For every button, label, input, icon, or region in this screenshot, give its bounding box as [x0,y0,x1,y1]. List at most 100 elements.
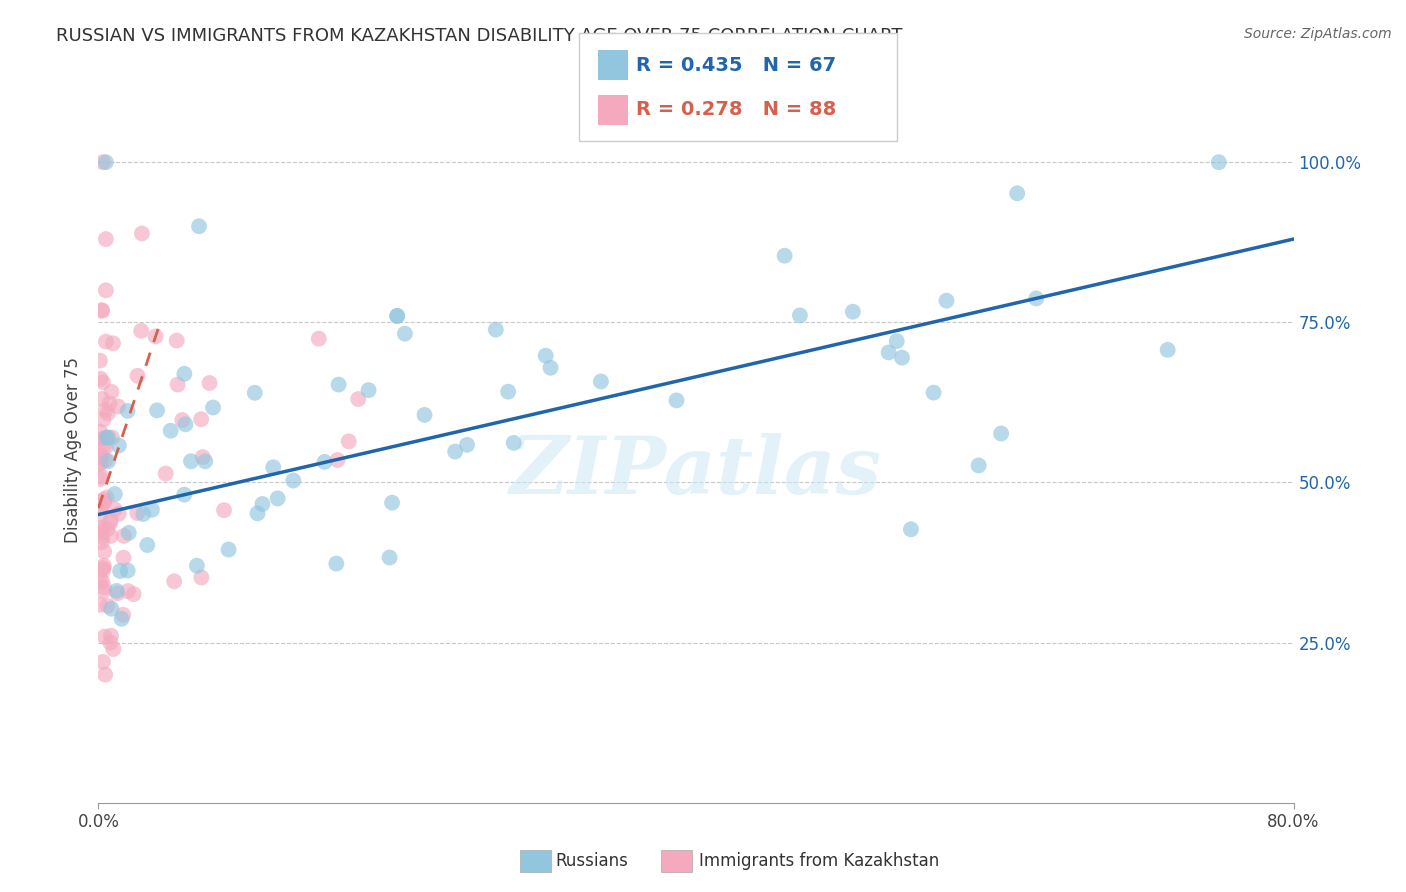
Point [990,426,1012,441]
Point [90,450,112,465]
Point [198,376,221,390]
Point [90,535,112,549]
Point [112,529,135,543]
Point [357,383,380,397]
Point [252,497,274,511]
Point [117,404,139,418]
Point [202,401,225,415]
Point [104,487,127,501]
Point [112,550,135,565]
Point [90,469,112,483]
Point [842,304,865,318]
Point [262,460,284,475]
Point [89,456,111,470]
Point [107,586,129,600]
Point [266,491,288,506]
Text: R = 0.278   N = 88: R = 0.278 N = 88 [636,100,835,120]
Point [900,522,922,536]
Point [328,377,350,392]
Point [93,544,115,558]
Point [194,454,217,468]
Text: Immigrants from Kazakhstan: Immigrants from Kazakhstan [699,852,939,870]
Text: R = 0.435   N = 67: R = 0.435 N = 67 [636,55,835,75]
Point [172,413,194,427]
Point [90,494,112,508]
Point [186,558,208,573]
Point [98,635,122,649]
Point [91,303,114,318]
Point [93,630,115,644]
Point [96,491,118,505]
Point [94,283,117,297]
Point [385,309,409,323]
Point [1156,343,1178,357]
Point [180,454,202,468]
Point [314,455,336,469]
Point [89,457,111,471]
Point [326,453,349,467]
Point [110,612,132,626]
Point [136,538,159,552]
Point [218,542,240,557]
Point [190,570,212,584]
Point [93,492,115,507]
Point [129,324,152,338]
Point [127,368,149,383]
Point [935,293,957,308]
Text: Source: ZipAtlas.com: Source: ZipAtlas.com [1244,27,1392,41]
Point [444,444,467,458]
Point [212,503,235,517]
Point [891,351,914,365]
Point [89,425,111,439]
Point [91,155,114,169]
Point [93,583,115,598]
Point [94,403,117,417]
Point [146,403,169,417]
Point [122,587,145,601]
Point [93,496,115,510]
Point [89,372,111,386]
Point [107,400,129,414]
Point [100,384,122,399]
Point [877,345,900,359]
Point [104,502,127,516]
Point [93,412,115,426]
Point [485,323,508,337]
Point [378,550,401,565]
Point [94,441,117,455]
Point [91,655,114,669]
Point [97,522,120,536]
Point [347,392,370,406]
Point [91,520,114,534]
Point [98,516,121,530]
Point [188,219,211,234]
Point [89,598,111,612]
Point [93,561,115,575]
Point [89,353,111,368]
Point [132,507,155,521]
Point [166,377,188,392]
Point [91,375,114,389]
Point [100,601,122,615]
Point [94,431,117,445]
Point [127,506,149,520]
Point [97,454,120,468]
Point [90,432,112,446]
Point [174,417,197,432]
Point [534,349,557,363]
Point [589,375,612,389]
Point [91,392,114,406]
Point [94,667,117,681]
Point [337,434,360,449]
Point [540,360,562,375]
Point [922,385,945,400]
Point [91,441,114,455]
Point [246,507,269,521]
Point [456,438,478,452]
Point [93,581,115,595]
Text: Russians: Russians [555,852,628,870]
Point [94,232,117,246]
Point [90,449,112,463]
Point [385,309,409,323]
Point [103,642,125,657]
